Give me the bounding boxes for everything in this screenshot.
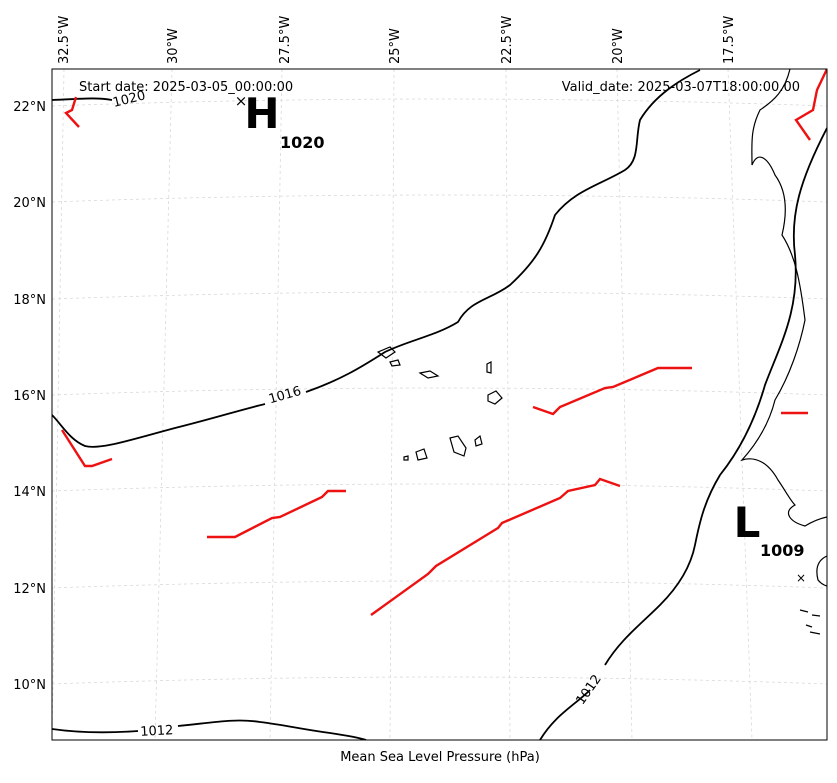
parallel-18n xyxy=(52,291,827,300)
front-w xyxy=(60,429,113,468)
island-brava xyxy=(403,455,409,461)
lat-label-22n: 22°N xyxy=(13,100,46,115)
map-frame xyxy=(51,68,828,741)
africa-coast xyxy=(740,69,827,527)
island-sal xyxy=(486,361,492,374)
isobar-1016 xyxy=(52,69,701,448)
low-pressure-value: 1009 xyxy=(760,541,805,560)
lon-label-32-5w: 32.5°W xyxy=(57,16,72,64)
lon-label-17-5w: 17.5°W xyxy=(722,16,737,64)
isobar-1020-fragment xyxy=(52,97,113,101)
latitude-labels: 22°N 20°N 18°N 16°N 14°N 12°N 10°N xyxy=(13,100,46,693)
contour-label-1012-south: 1012 xyxy=(140,723,174,740)
lat-label-16n: 16°N xyxy=(13,389,46,404)
map-xlabel: Mean Sea Level Pressure (hPa) xyxy=(340,750,540,765)
island-boa-vista xyxy=(487,390,503,405)
meridian-32-5w xyxy=(52,69,65,740)
meridian-27-5w xyxy=(269,69,283,740)
senegal-coast xyxy=(816,555,827,587)
lon-label-30w: 30°W xyxy=(166,28,181,64)
front-ne xyxy=(794,69,827,141)
high-pressure-value: 1020 xyxy=(280,133,325,152)
meridian-25w xyxy=(389,69,395,740)
lon-label-22-5w: 22.5°W xyxy=(500,16,515,64)
graticule xyxy=(52,69,827,740)
coastlines xyxy=(376,69,827,635)
lat-label-18n: 18°N xyxy=(13,293,46,308)
parallel-22n xyxy=(52,98,827,107)
lat-label-20n: 20°N xyxy=(13,196,46,211)
lat-label-12n: 12°N xyxy=(13,582,46,597)
meridian-20w xyxy=(616,69,633,740)
front-east xyxy=(532,366,692,416)
parallel-12n xyxy=(52,580,827,589)
isobars xyxy=(52,69,827,740)
island-sao-vicente xyxy=(389,359,401,367)
start-date-label: Start date: 2025-03-05_00:00:00 xyxy=(79,80,293,95)
bijagos-isles xyxy=(799,609,821,635)
low-center-marker: × xyxy=(796,571,806,585)
contour-label-1012-east: 1012 xyxy=(573,672,604,708)
parallel-10n xyxy=(52,676,827,685)
contour-label-1016: 1016 xyxy=(267,384,303,408)
high-center-marker: × xyxy=(235,92,248,110)
parallel-14n xyxy=(52,483,827,492)
island-santo-antao xyxy=(376,346,396,359)
meridian-17-5w xyxy=(727,69,753,740)
isobar-1012-east xyxy=(539,127,827,740)
high-pressure-letter: H xyxy=(244,89,279,138)
parallel-16n xyxy=(52,387,827,396)
front-sw xyxy=(207,489,346,539)
meridian-22-5w xyxy=(505,69,511,740)
lon-label-20w: 20°W xyxy=(611,28,626,64)
lat-label-10n: 10°N xyxy=(13,678,46,693)
island-maio xyxy=(474,434,483,447)
lon-label-27-5w: 27.5°W xyxy=(278,16,293,64)
island-sao-nicolau xyxy=(418,370,440,379)
low-pressure-letter: L xyxy=(734,498,761,547)
front-central xyxy=(370,477,621,616)
lat-label-14n: 14°N xyxy=(13,485,46,500)
isobar-1012-south xyxy=(52,719,367,740)
parallel-20n xyxy=(52,194,827,203)
valid-date-label: Valid_date: 2025-03-07T18:00:00.00 xyxy=(562,80,800,95)
longitude-labels: 32.5°W 30°W 27.5°W 25°W 22.5°W 20°W 17.5… xyxy=(57,16,737,64)
lon-label-25w: 25°W xyxy=(388,28,403,64)
front-nw xyxy=(64,96,80,128)
island-fogo xyxy=(415,448,428,461)
meridian-30w xyxy=(154,69,173,740)
fronts xyxy=(60,69,827,616)
island-santiago xyxy=(449,435,467,457)
